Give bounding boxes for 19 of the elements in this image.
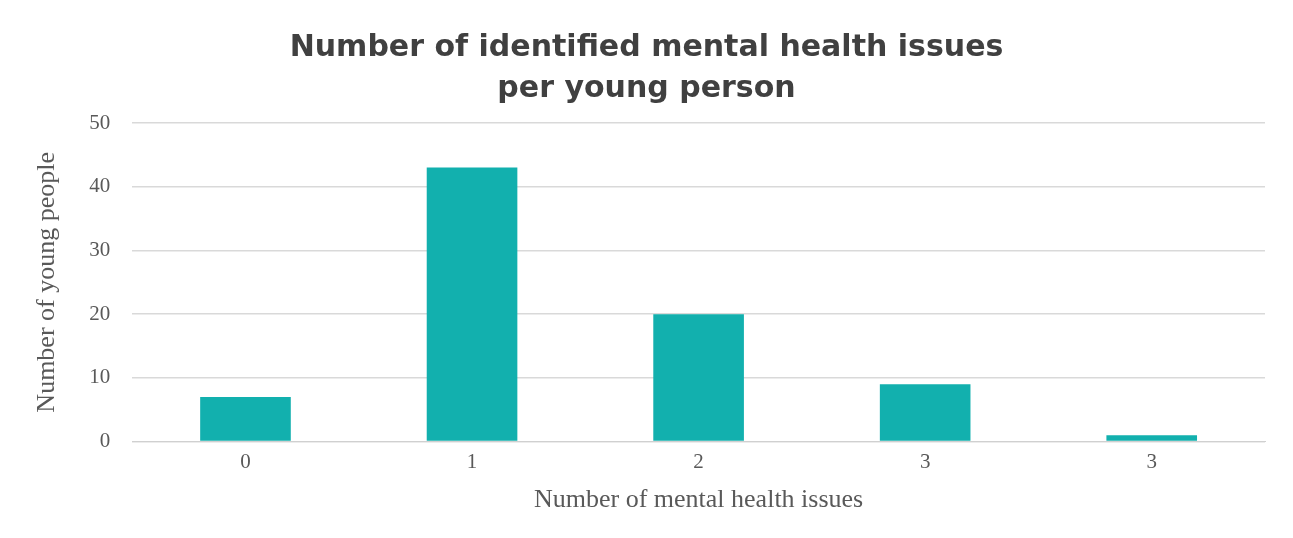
y-tick-label: 40: [89, 173, 111, 198]
bar: [1106, 435, 1198, 441]
y-tick-label: 50: [89, 109, 111, 134]
x-tick-label: 3: [1146, 448, 1157, 473]
bar: [879, 384, 971, 441]
bar: [426, 167, 518, 441]
bar: [653, 314, 744, 441]
bar: [200, 397, 291, 441]
chart-title: Number of identified mental health issues per young person: [289, 28, 1004, 104]
y-axis-title: Number of young people: [31, 151, 61, 413]
x-tick-label: 1: [466, 448, 478, 473]
x-tick-label: 2: [693, 448, 704, 473]
x-axis-title: Number of mental health issues: [533, 484, 864, 514]
y-tick-label: 30: [89, 236, 111, 261]
y-tick-label: 0: [99, 428, 111, 453]
x-tick-label: 3: [919, 448, 931, 473]
y-tick-label: 20: [89, 300, 111, 325]
x-tick-label: 0: [240, 448, 251, 473]
y-tick-label: 10: [89, 364, 111, 389]
